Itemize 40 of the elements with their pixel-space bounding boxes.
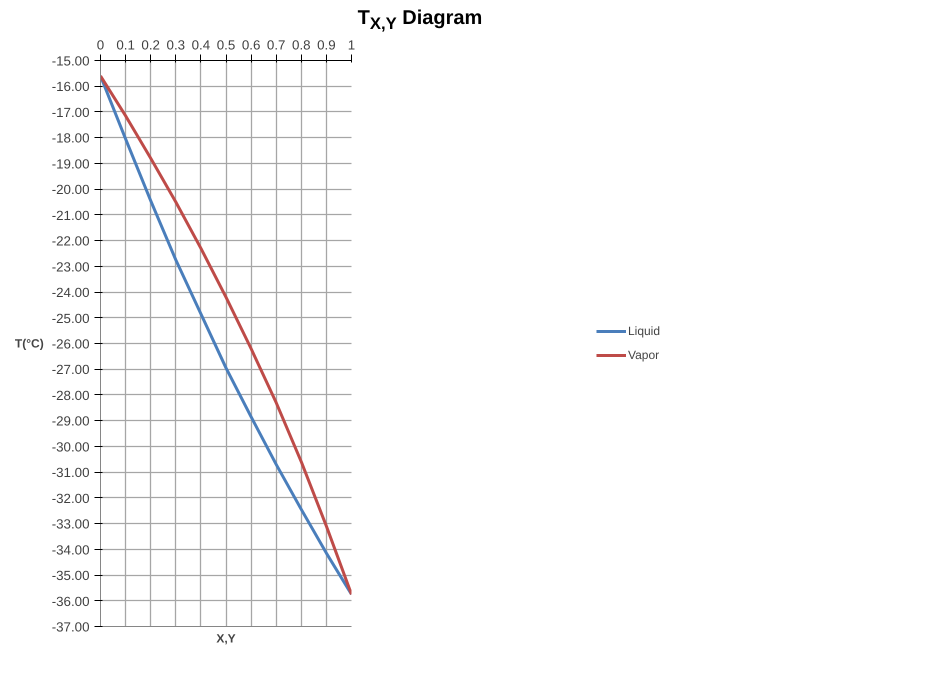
y-tick-label: -17.00 <box>52 104 90 120</box>
y-axis-title: T(°C) <box>14 336 44 350</box>
x-tick-label: 0.1 <box>116 38 135 52</box>
x-tick-label: 0.3 <box>166 38 186 52</box>
x-tick-label: 0.9 <box>317 38 336 52</box>
x-axis-title: X,Y <box>216 632 236 646</box>
legend-label: Vapor <box>628 348 660 362</box>
text: T$_{X,Y}$ Diagram <box>356 6 484 35</box>
x-tick-label: 0.8 <box>292 38 311 52</box>
y-tick-label: -35.00 <box>52 568 90 584</box>
y-tick-label: -18.00 <box>52 130 90 146</box>
x-tick-label: 0.6 <box>242 38 260 52</box>
y-tick-label: -33.00 <box>52 516 90 532</box>
y-tick-label: -25.00 <box>52 310 90 326</box>
y-tick-label: -30.00 <box>52 439 90 454</box>
y-tick-label: -29.00 <box>52 414 90 429</box>
y-tick-label: -16.00 <box>52 79 90 94</box>
x-tick-label: 0.7 <box>266 38 286 52</box>
y-tick-label: -32.00 <box>52 490 90 506</box>
y-tick-label: -21.00 <box>52 208 90 223</box>
legend-label: Liquid <box>628 324 660 338</box>
x-tick-label: 0.2 <box>141 38 160 52</box>
y-tick-label: -31.00 <box>52 465 90 480</box>
y-tick-label: -27.00 <box>52 362 90 378</box>
y-tick-label: -34.00 <box>52 542 90 558</box>
y-tick-label: -37.00 <box>52 620 90 634</box>
y-tick-label: -15.00 <box>52 54 90 68</box>
y-tick-label: -24.00 <box>52 285 90 300</box>
y-tick-label: -22.00 <box>52 234 90 249</box>
y-tick-label: -26.00 <box>52 336 90 352</box>
x-tick-label: 0.4 <box>192 38 211 52</box>
y-tick-label: -19.00 <box>52 156 90 172</box>
x-tick-label: 0 <box>96 38 104 52</box>
y-tick-label: -23.00 <box>52 259 90 274</box>
y-tick-label: -36.00 <box>52 594 90 609</box>
x-tick-label: 1 <box>348 38 356 52</box>
y-tick-label: -20.00 <box>52 182 90 198</box>
x-tick-label: 0.5 <box>216 38 236 52</box>
line-series <box>100 74 352 596</box>
y-tick-label: -28.00 <box>52 388 90 403</box>
